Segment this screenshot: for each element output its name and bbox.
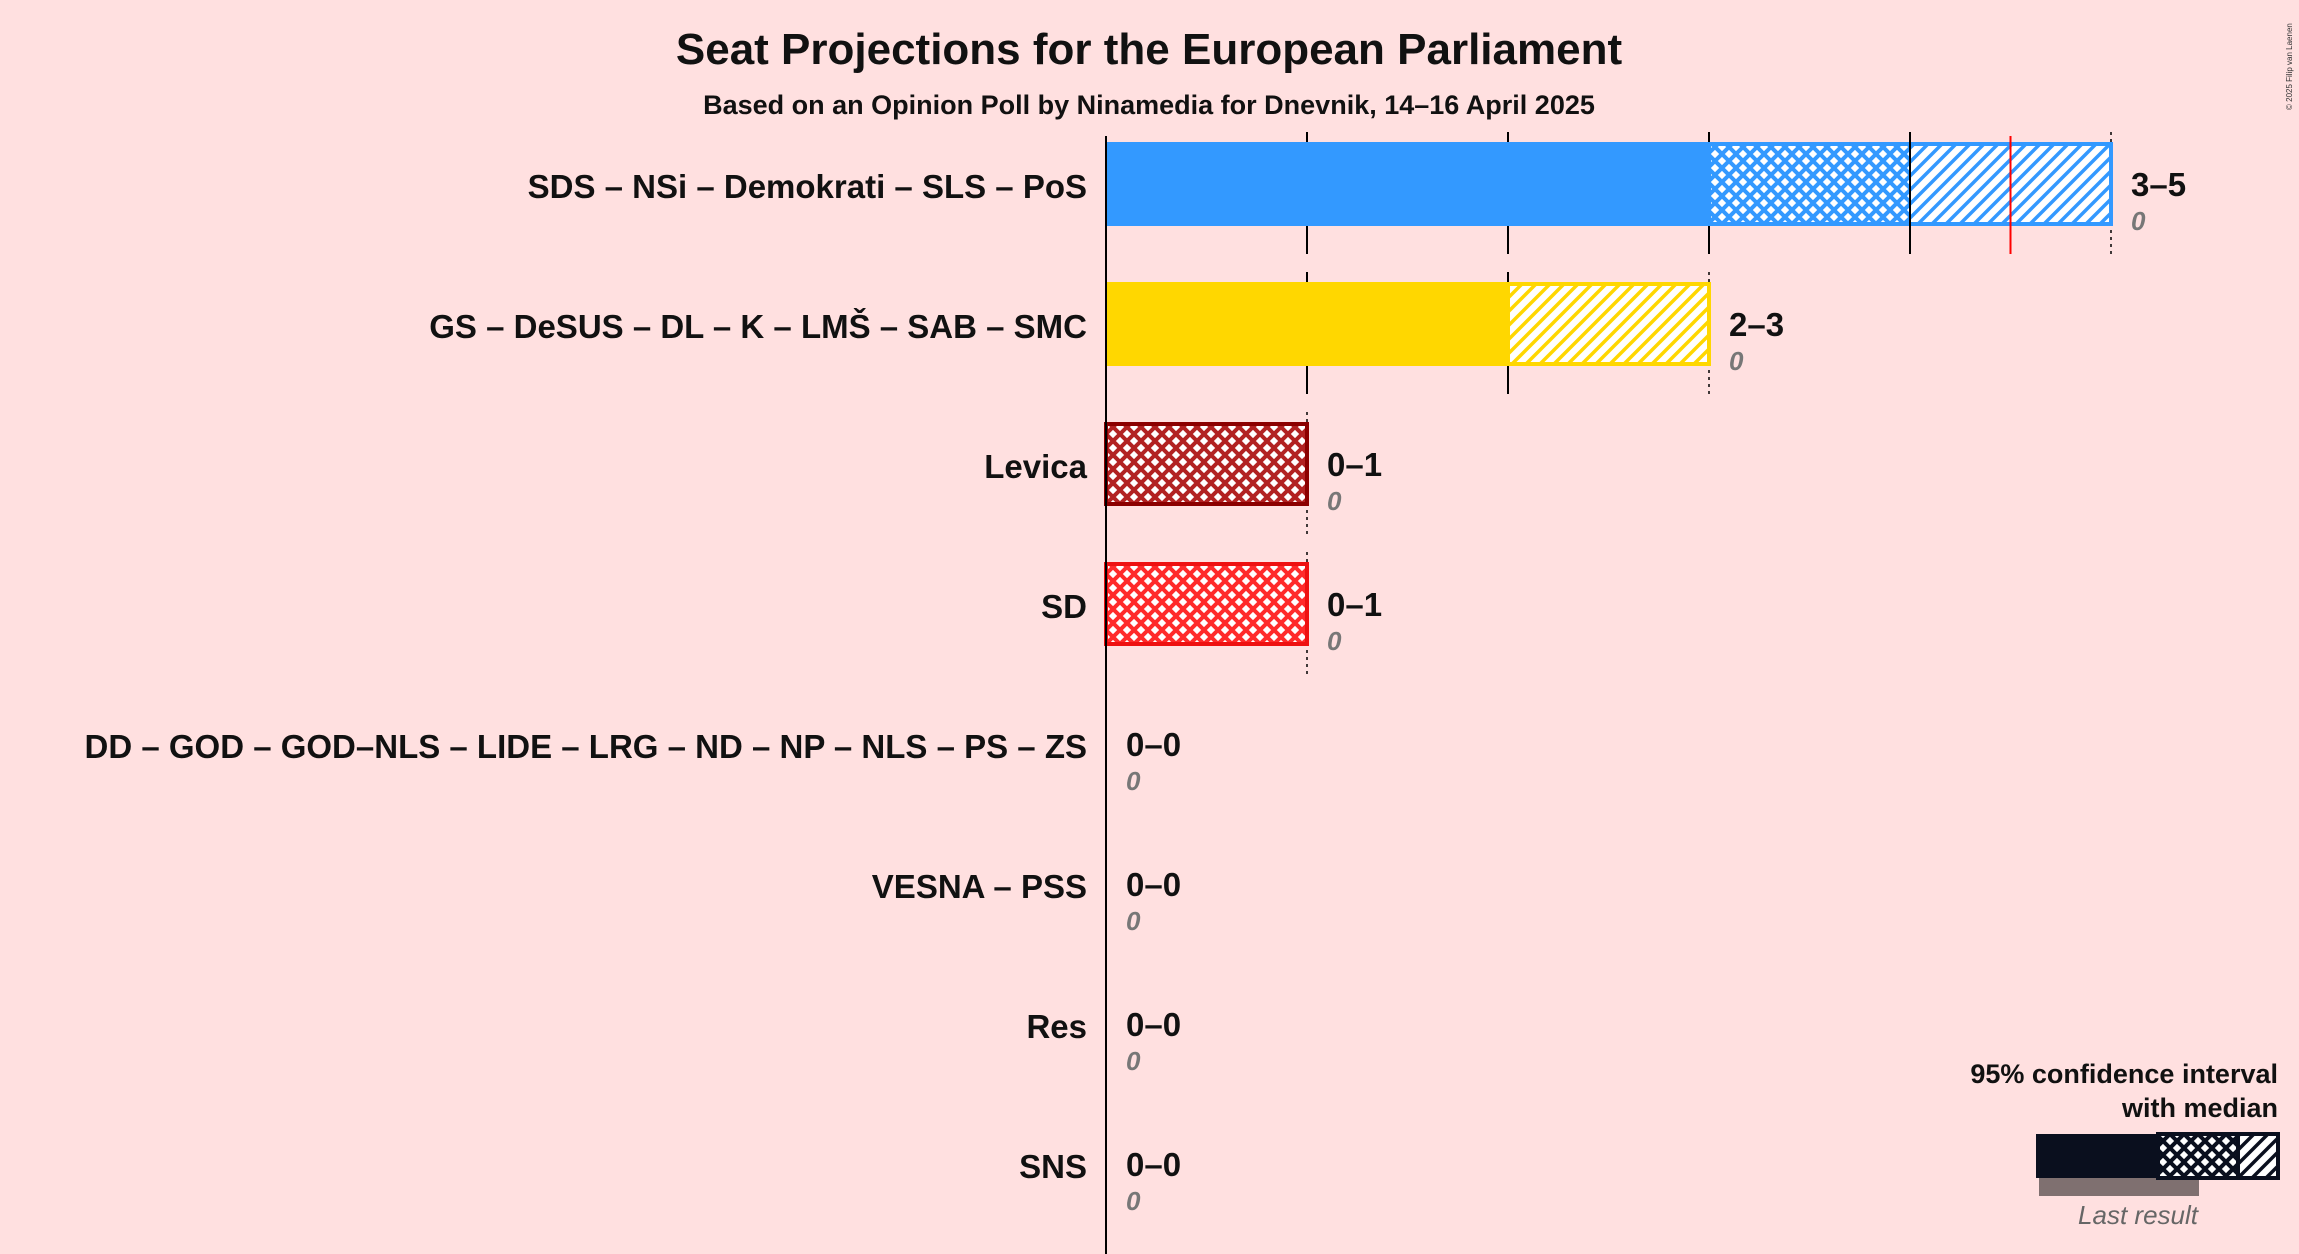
party-label: VESNA – PSS [872,868,1087,905]
bar-row-0: SDS – NSi – Demokrati – SLS – PoS 3–50 [528,132,2186,278]
last-result-label: 0 [1126,1186,1141,1216]
last-result-label: 0 [1126,1046,1141,1076]
bar-row-2: Levica 0–10 [984,412,1382,558]
range-label: 0–1 [1327,446,1382,483]
bar-ci-lower [1106,562,1307,646]
range-label: 3–5 [2131,166,2186,203]
party-label: SDS – NSi – Demokrati – SLS – PoS [528,168,1087,205]
party-label: DD – GOD – GOD–NLS – LIDE – LRG – ND – N… [85,728,1088,765]
legend-median-bar [2036,1134,2158,1178]
bar-solid [1106,282,1508,366]
legend-last-result-bar [2039,1177,2199,1196]
bar-ci-outline [1506,282,1711,366]
bar-solid [1106,142,1709,226]
bar-row-6: Res 0–00 [1026,976,1181,1118]
legend-last-result-label: Last result [2078,1200,2200,1230]
party-label: Levica [984,448,1087,485]
bar-ci-lower [1106,422,1307,506]
bar-row-3: SD 0–10 [1041,552,1382,698]
party-label: Res [1026,1008,1087,1045]
legend-ci-crosshatch [2156,1132,2240,1180]
bar-row-7: SNS 0–00 [1019,1116,1181,1254]
range-label: 0–1 [1327,586,1382,623]
bar-ci-lower [1709,142,1910,226]
bar-row-5: VESNA – PSS 0–00 [872,836,1181,978]
bar-row-4: DD – GOD – GOD–NLS – LIDE – LRG – ND – N… [85,696,1181,838]
last-result-label: 0 [1126,766,1141,796]
party-label: SD [1041,588,1087,625]
last-result-label: 0 [1327,626,1342,656]
legend: 95% confidence interval with median Last… [1970,1059,2280,1230]
chart-subtitle: Based on an Opinion Poll by Ninamedia fo… [703,90,1595,120]
last-result-label: 0 [1126,906,1141,936]
legend-ci-label: 95% confidence interval [1970,1059,2278,1089]
last-result-label: 0 [1327,486,1342,516]
last-result-label: 0 [2131,206,2146,236]
bar-row-1: GS – DeSUS – DL – K – LMŠ – SAB – SMC 2–3… [429,272,1784,418]
copyright-note: © 2025 Filip van Laenen [2285,23,2294,110]
party-label: SNS [1019,1148,1087,1185]
range-label: 2–3 [1729,306,1784,343]
party-label: GS – DeSUS – DL – K – LMŠ – SAB – SMC [429,307,1087,345]
chart-title: Seat Projections for the European Parlia… [676,25,1623,74]
range-label: 0–0 [1126,726,1181,763]
bars-group: SDS – NSi – Demokrati – SLS – PoS 3–50GS … [85,132,2186,1254]
legend-ci-hatch [2236,1132,2280,1180]
last-result-label: 0 [1729,346,1744,376]
range-label: 0–0 [1126,866,1181,903]
range-label: 0–0 [1126,1006,1181,1043]
bar-ci-upper [1508,282,1709,366]
range-label: 0–0 [1126,1146,1181,1183]
legend-median-label: with median [2121,1093,2278,1123]
